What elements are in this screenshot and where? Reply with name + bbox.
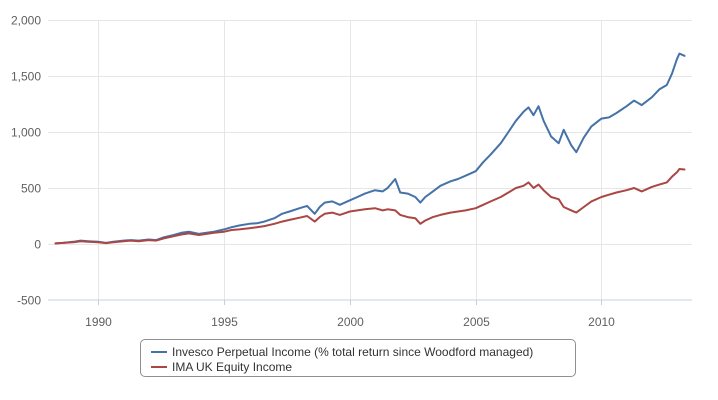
x-axis-ticks: [98, 300, 602, 305]
legend-swatch-ima: [151, 365, 167, 368]
series-group: [54, 52, 686, 245]
legend-swatch-invesco: [151, 350, 167, 353]
y-tick-label: 0: [34, 238, 41, 252]
legend-label-invesco: Invesco Perpetual Income (% total return…: [172, 344, 534, 359]
x-tick-label: 2005: [463, 315, 490, 329]
y-tick-label: 500: [21, 182, 41, 196]
x-tick-label: 2000: [337, 315, 364, 329]
legend-item-ima[interactable]: IMA UK Equity Income: [151, 359, 575, 374]
x-tick-label: 1990: [85, 315, 112, 329]
x-tick-label: 1995: [211, 315, 238, 329]
legend-item-invesco[interactable]: Invesco Perpetual Income (% total return…: [151, 344, 575, 359]
legend: Invesco Perpetual Income (% total return…: [140, 339, 576, 377]
y-tick-label: -500: [17, 294, 41, 308]
x-tick-label: 2010: [588, 315, 615, 329]
y-gridlines: [48, 20, 692, 245]
y-tick-label: 1,500: [11, 70, 41, 84]
y-axis-labels: -500 0 500 1,000 1,500 2,000: [11, 14, 41, 308]
series-line-ima: [54, 168, 686, 245]
legend-label-ima: IMA UK Equity Income: [172, 359, 293, 374]
x-gridlines: [98, 20, 602, 300]
y-tick-label: 1,000: [11, 126, 41, 140]
x-axis-labels: 1990 1995 2000 2005 2010: [85, 315, 615, 329]
series-line-invesco: [54, 52, 686, 245]
y-tick-label: 2,000: [11, 14, 41, 28]
